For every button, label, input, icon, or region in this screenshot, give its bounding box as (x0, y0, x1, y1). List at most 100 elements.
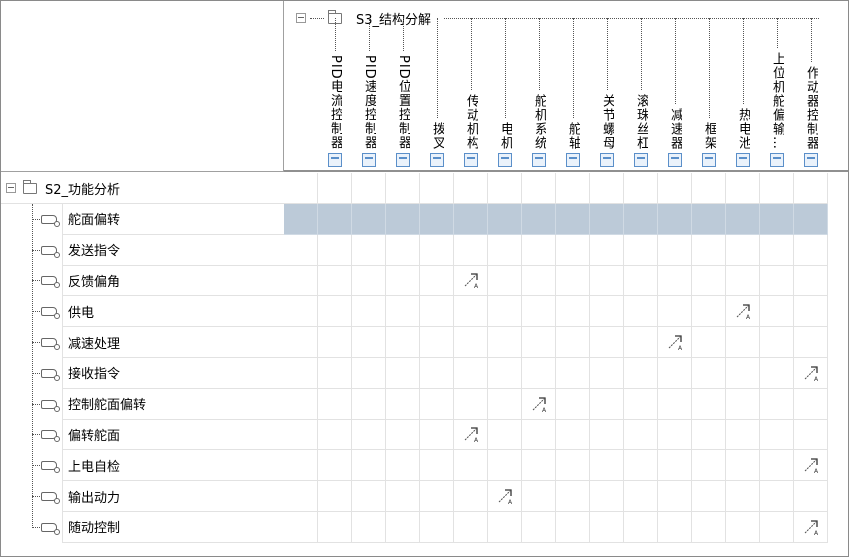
matrix-cell[interactable] (318, 481, 352, 512)
matrix-cell[interactable] (556, 173, 590, 204)
matrix-cell[interactable] (318, 327, 352, 358)
matrix-cell[interactable] (284, 327, 318, 358)
matrix-cell[interactable] (794, 296, 828, 328)
column-collapse-button[interactable] (328, 153, 342, 167)
matrix-cell[interactable] (794, 327, 828, 358)
matrix-cell[interactable] (386, 481, 420, 512)
column-header-item[interactable]: PID电流控制器 (318, 18, 352, 170)
matrix-cell[interactable] (522, 234, 556, 266)
matrix-cell[interactable] (658, 265, 692, 297)
matrix-cell[interactable]: A (454, 265, 488, 297)
matrix-cell[interactable] (522, 296, 556, 328)
matrix-cell[interactable] (454, 327, 488, 358)
matrix-cell[interactable] (726, 234, 760, 266)
matrix-cell[interactable] (318, 419, 352, 451)
matrix-cell[interactable] (692, 173, 726, 204)
matrix-cell[interactable] (420, 481, 454, 512)
matrix-cell[interactable] (658, 203, 692, 235)
matrix-cell[interactable] (420, 296, 454, 328)
matrix-cell[interactable] (556, 203, 590, 235)
allocation-arrow-icon[interactable]: A (803, 456, 821, 474)
matrix-cell[interactable] (760, 388, 794, 420)
matrix-cell[interactable] (624, 450, 658, 482)
matrix-cell[interactable] (386, 388, 420, 420)
matrix-cell[interactable] (590, 481, 624, 512)
matrix-cell[interactable] (760, 481, 794, 512)
column-collapse-button[interactable] (600, 153, 614, 167)
matrix-cell[interactable] (284, 265, 318, 297)
matrix-cell[interactable] (794, 265, 828, 297)
matrix-cell[interactable]: A (658, 327, 692, 358)
column-header-item[interactable]: 热电池 (726, 18, 760, 170)
matrix-cell[interactable] (352, 481, 386, 512)
matrix-cell[interactable] (284, 511, 318, 543)
matrix-cell[interactable] (318, 296, 352, 328)
matrix-cell[interactable] (624, 481, 658, 512)
matrix-cell[interactable] (624, 173, 658, 204)
matrix-cell[interactable] (488, 450, 522, 482)
matrix-cell[interactable] (794, 419, 828, 451)
matrix-cell[interactable] (284, 481, 318, 512)
row-item[interactable]: 上电自检 (62, 450, 284, 482)
matrix-cell[interactable] (522, 481, 556, 512)
matrix-cell[interactable] (420, 419, 454, 451)
matrix-cell[interactable] (420, 173, 454, 204)
matrix-cell[interactable] (692, 481, 726, 512)
matrix-cell[interactable] (590, 450, 624, 482)
matrix-cell[interactable] (624, 265, 658, 297)
matrix-cell[interactable] (760, 296, 794, 328)
matrix-cell[interactable] (794, 173, 828, 204)
column-header-item[interactable]: 电机 (488, 18, 522, 170)
matrix-cell[interactable] (760, 357, 794, 389)
matrix-cell[interactable] (318, 357, 352, 389)
column-header-item[interactable]: 关节螺母 (590, 18, 624, 170)
matrix-cell[interactable] (352, 511, 386, 543)
matrix-cell[interactable] (726, 450, 760, 482)
matrix-cell[interactable] (488, 234, 522, 266)
matrix-cell[interactable] (420, 388, 454, 420)
matrix-cell[interactable] (352, 357, 386, 389)
row-item[interactable]: 输出动力 (62, 481, 284, 512)
row-item[interactable]: 控制舵面偏转 (62, 388, 284, 420)
matrix-cell[interactable] (794, 481, 828, 512)
matrix-cell[interactable] (488, 511, 522, 543)
matrix-cell[interactable] (692, 450, 726, 482)
matrix-cell[interactable] (726, 203, 760, 235)
matrix-cell[interactable] (284, 234, 318, 266)
matrix-cell[interactable] (488, 388, 522, 420)
matrix-cell[interactable] (318, 511, 352, 543)
matrix-cell[interactable] (590, 265, 624, 297)
column-header-item[interactable]: 上位机舵偏输… (760, 18, 794, 170)
matrix-cell[interactable] (386, 203, 420, 235)
matrix-cell[interactable] (284, 296, 318, 328)
row-item[interactable]: 供电 (62, 296, 284, 328)
allocation-arrow-icon[interactable]: A (803, 364, 821, 382)
matrix-cell[interactable] (284, 419, 318, 451)
matrix-cell[interactable] (760, 511, 794, 543)
matrix-cell[interactable] (760, 419, 794, 451)
matrix-cell[interactable] (386, 234, 420, 266)
matrix-cell[interactable] (454, 388, 488, 420)
matrix-cell[interactable] (692, 234, 726, 266)
matrix-cell[interactable] (386, 296, 420, 328)
matrix-cell[interactable] (590, 296, 624, 328)
column-collapse-button[interactable] (498, 153, 512, 167)
matrix-cell[interactable] (692, 357, 726, 389)
matrix-cell[interactable] (794, 234, 828, 266)
matrix-cell[interactable] (386, 450, 420, 482)
matrix-cell[interactable] (352, 234, 386, 266)
collapse-minus-icon[interactable] (6, 183, 16, 193)
matrix-cell[interactable]: A (726, 296, 760, 328)
matrix-cell[interactable] (726, 327, 760, 358)
matrix-cell[interactable] (726, 173, 760, 204)
matrix-cell[interactable] (590, 234, 624, 266)
matrix-cell[interactable] (386, 357, 420, 389)
matrix-cell[interactable] (318, 203, 352, 235)
matrix-cell[interactable] (352, 173, 386, 204)
matrix-cell[interactable] (624, 388, 658, 420)
matrix-cell[interactable] (624, 419, 658, 451)
matrix-cell[interactable] (658, 234, 692, 266)
matrix-cell[interactable] (590, 327, 624, 358)
matrix-cell[interactable]: A (488, 481, 522, 512)
matrix-cell[interactable] (556, 388, 590, 420)
